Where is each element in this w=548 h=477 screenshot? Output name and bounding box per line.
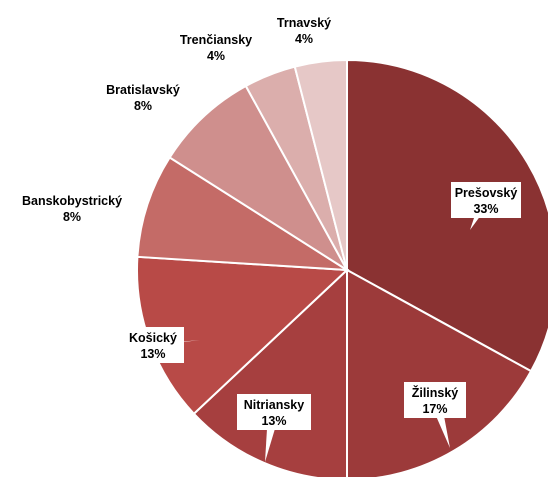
label-name: Nitriansky (244, 398, 304, 412)
data-label: Trenčiansky 4% (171, 29, 265, 76)
label-box (11, 190, 133, 226)
label-value: 33% (473, 202, 498, 216)
pie-slice (293, 58, 348, 271)
label-name: Košický (129, 331, 177, 345)
label-value: 4% (295, 32, 313, 46)
label-box (269, 12, 339, 48)
label-value: 8% (63, 210, 81, 224)
label-value: 17% (422, 402, 447, 416)
label-name: Bratislavský (106, 83, 180, 97)
label-box (237, 394, 311, 430)
label-box (100, 79, 186, 115)
data-label: Bratislavský 8% (100, 79, 200, 120)
data-label: Žilinský 17% (404, 382, 466, 448)
pie-slice (168, 84, 348, 271)
data-label: Prešovský 33% (451, 182, 521, 230)
label-name: Trnavský (277, 16, 331, 30)
label-value: 4% (207, 49, 225, 63)
data-label: Nitriansky 13% (237, 394, 311, 462)
data-label: Košický 13% (122, 327, 200, 363)
label-name: Žilinský (412, 385, 459, 400)
label-box (404, 382, 466, 418)
label-name: Prešovský (455, 186, 518, 200)
pie-slice (346, 58, 548, 373)
label-name: Banskobystrický (22, 194, 122, 208)
pie-slice (346, 268, 533, 477)
data-label: Trnavský 4% (269, 12, 339, 60)
label-value: 13% (261, 414, 286, 428)
label-name: Trenčiansky (180, 33, 252, 47)
label-value: 8% (134, 99, 152, 113)
label-value: 13% (140, 347, 165, 361)
label-box (122, 327, 184, 363)
pie-slice (136, 156, 348, 271)
label-box (451, 182, 521, 218)
data-label: Banskobystrický 8% (11, 190, 133, 226)
label-box (171, 29, 261, 65)
